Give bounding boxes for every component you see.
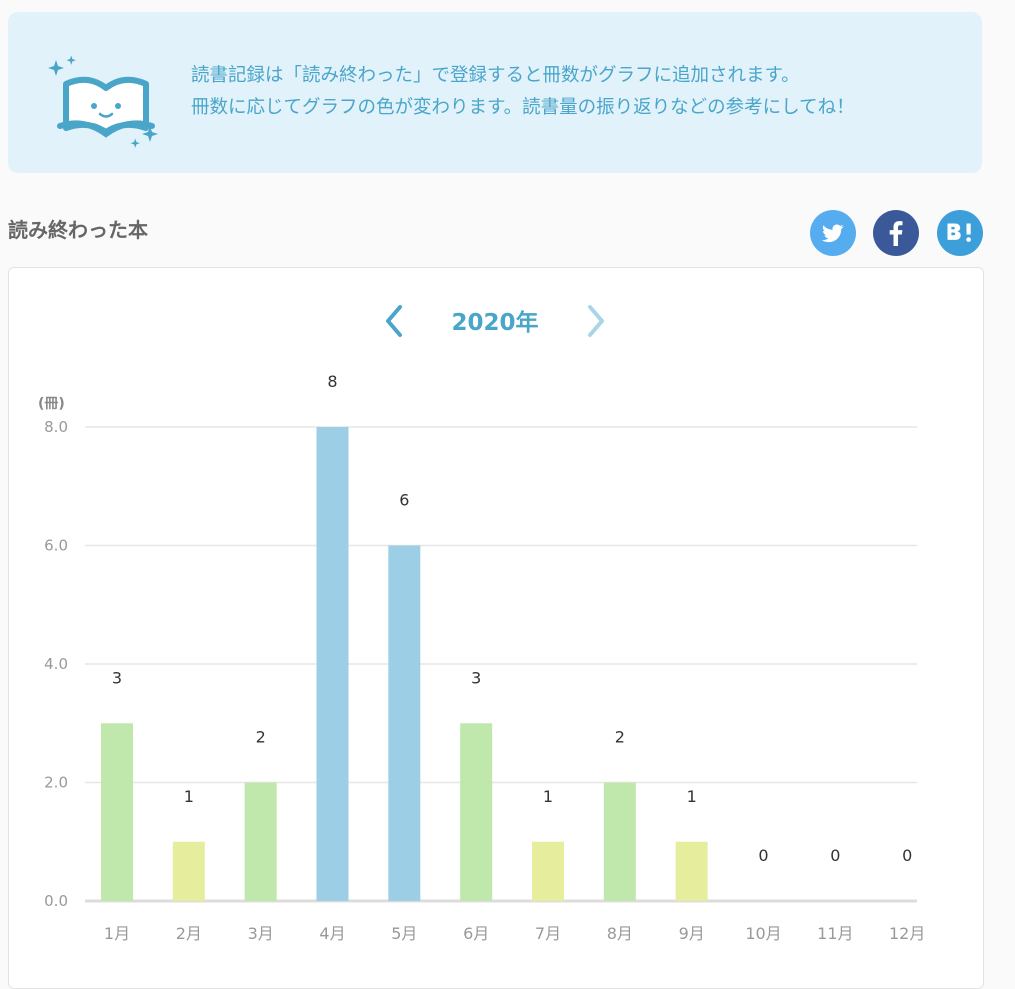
- bar-1月: [101, 723, 133, 901]
- value-label: 3: [112, 668, 122, 687]
- x-tick-label: 12月: [889, 924, 925, 943]
- value-label: 0: [758, 846, 768, 865]
- twitter-icon: [810, 210, 856, 256]
- facebook-share-button[interactable]: [873, 210, 919, 256]
- next-year-button[interactable]: [582, 303, 612, 339]
- y-tick-label: 4.0: [44, 655, 68, 673]
- value-label: 6: [399, 491, 409, 510]
- x-tick-label: 8月: [607, 924, 633, 943]
- hatena-bookmark-share-button[interactable]: [937, 210, 983, 256]
- bar-7月: [532, 841, 564, 901]
- x-tick-label: 10月: [745, 924, 781, 943]
- bar-4月: [316, 427, 349, 901]
- info-message: 読書記録は「読み終わった」で登録すると冊数がグラフに追加されます。 冊数に応じて…: [191, 60, 855, 124]
- value-label: 1: [543, 787, 553, 806]
- bar-chart: 0.02.04.06.08.0(冊)31月12月23月84月65月36月17月2…: [38, 372, 925, 943]
- bar-9月: [675, 841, 708, 901]
- chevron-right-icon: [588, 305, 604, 337]
- bar-8月: [603, 782, 636, 901]
- year-navigation: 2020年: [0, 300, 990, 340]
- value-label: 1: [184, 787, 194, 806]
- twitter-share-button[interactable]: [810, 210, 856, 256]
- x-tick-label: 1月: [104, 924, 130, 943]
- facebook-icon: [873, 210, 919, 256]
- value-label: 0: [830, 846, 840, 865]
- x-tick-label: 7月: [535, 924, 561, 943]
- bar-3月: [244, 782, 277, 901]
- y-tick-label: 8.0: [44, 418, 68, 436]
- x-tick-label: 2月: [176, 924, 202, 943]
- book-smile-icon: [48, 55, 158, 148]
- prev-year-button[interactable]: [378, 303, 408, 339]
- section-title: 読み終わった本: [8, 218, 148, 242]
- year-label: 2020年: [451, 310, 539, 336]
- x-tick-label: 5月: [391, 924, 417, 943]
- value-label: 0: [902, 846, 912, 865]
- x-tick-label: 6月: [463, 924, 489, 943]
- chart-card: [8, 267, 984, 989]
- value-label: 1: [687, 787, 697, 806]
- info-banner: 読書記録は「読み終わった」で登録すると冊数がグラフに追加されます。 冊数に応じて…: [8, 12, 982, 173]
- chevron-left-icon: [386, 305, 402, 337]
- bar-5月: [388, 545, 421, 901]
- value-label: 8: [327, 372, 337, 391]
- x-tick-label: 4月: [319, 924, 345, 943]
- bar-6月: [460, 723, 493, 901]
- info-line-1: 読書記録は「読み終わった」で登録すると冊数がグラフに追加されます。: [191, 65, 800, 86]
- y-tick-label: 2.0: [44, 774, 68, 792]
- value-label: 3: [471, 668, 481, 687]
- value-label: 2: [615, 728, 625, 747]
- x-tick-label: 3月: [248, 924, 274, 943]
- info-line-2: 冊数に応じてグラフの色が変わります。読書量の振り返りなどの参考にしてね！: [191, 97, 855, 118]
- y-tick-label: 6.0: [44, 537, 68, 555]
- x-tick-label: 9月: [679, 924, 705, 943]
- y-axis-label: (冊): [38, 396, 65, 412]
- bar-2月: [172, 841, 205, 901]
- hatena-bookmark-icon: [937, 210, 983, 256]
- x-tick-label: 11月: [817, 924, 853, 943]
- y-tick-label: 0.0: [44, 892, 68, 910]
- value-label: 2: [256, 728, 266, 747]
